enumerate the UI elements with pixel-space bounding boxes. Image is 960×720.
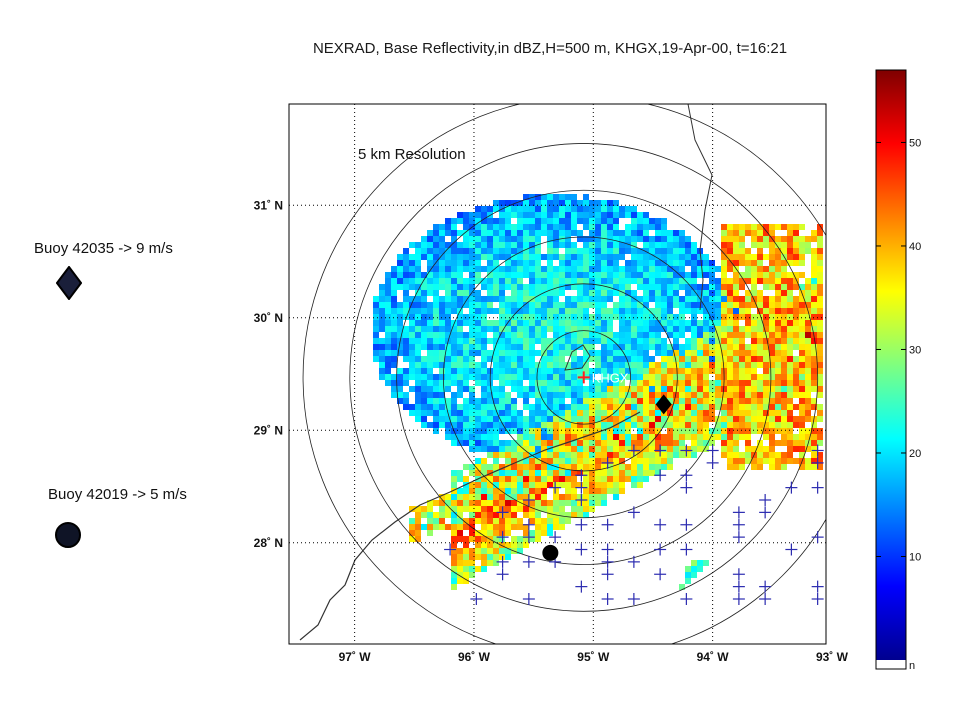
plus-marker: [785, 543, 798, 556]
plus-marker: [601, 568, 614, 581]
plus-marker: [575, 494, 588, 506]
plus-marker: [601, 555, 614, 568]
plus-marker: [654, 543, 667, 556]
plus-marker: [759, 506, 772, 519]
plus-marker: [496, 506, 509, 519]
plus-marker: [732, 568, 745, 581]
x-tick-label: 97˚ W: [339, 650, 372, 664]
plus-marker: [654, 469, 667, 482]
plus-marker: [575, 580, 588, 593]
colorbar-tick-label: 20: [909, 448, 921, 460]
colorbar-nodata-label: n: [909, 660, 915, 672]
plus-marker: [522, 555, 535, 568]
plus-marker: [706, 456, 719, 469]
range-ring: [536, 330, 631, 425]
plus-marker: [680, 543, 693, 556]
x-tick-label: 95˚ W: [577, 650, 610, 664]
x-tick-label: 96˚ W: [458, 650, 491, 664]
colorbar-tick-label: 10: [909, 551, 921, 563]
plus-marker: [627, 444, 640, 457]
plus-marker: [706, 444, 719, 457]
plus-marker: [680, 469, 693, 482]
plus-marker: [811, 456, 824, 469]
plus-marker: [680, 518, 693, 531]
y-tick-label: 29˚ N: [254, 423, 283, 437]
diamond-icon: [56, 266, 82, 300]
plus-marker: [654, 518, 667, 531]
y-tick-label: 31˚ N: [254, 198, 283, 212]
plus-marker: [654, 444, 667, 457]
state-border: [687, 104, 713, 311]
plus-marker: [601, 593, 614, 605]
plus-marker: [732, 580, 745, 593]
plus-marker: [811, 531, 824, 544]
plus-marker: [549, 531, 562, 544]
radar-site-label: KHGX: [592, 370, 629, 385]
plus-marker: [522, 518, 535, 531]
plus-marker: [732, 593, 745, 605]
plus-marker: [496, 531, 509, 544]
plus-marker: [654, 568, 667, 581]
x-tick-label: 93˚ W: [816, 650, 849, 664]
plus-marker: [575, 518, 588, 531]
plus-marker: [575, 469, 588, 482]
plus-marker: [759, 593, 772, 605]
coastline: [299, 411, 641, 641]
x-tick-label: 94˚ W: [697, 650, 730, 664]
chart-title: NEXRAD, Base Reflectivity,in dBZ,H=500 m…: [312, 40, 788, 57]
buoy-42035-label: Buoy 42035 -> 9 m/s: [34, 240, 173, 257]
plus-marker: [680, 481, 693, 494]
plus-marker: [601, 518, 614, 531]
colorbar: 10 20 30 40 50 n: [875, 69, 921, 672]
plus-marker: [811, 593, 824, 605]
plus-marker: [680, 593, 693, 605]
plus-marker: [811, 580, 824, 593]
plus-marker: [444, 543, 457, 556]
plus-marker: [627, 593, 640, 605]
plus-marker: [496, 555, 509, 568]
plus-marker: [811, 444, 824, 457]
plus-marker: [627, 555, 640, 568]
plus-marker: [575, 481, 588, 494]
plot-frame: [288, 103, 827, 645]
colorbar-tick-label: 40: [909, 241, 921, 253]
plus-marker: [522, 593, 535, 605]
buoy-42035-marker: [655, 394, 672, 415]
y-tick-label: 28˚ N: [254, 536, 283, 550]
plus-marker: [732, 531, 745, 544]
plus-marker: [522, 531, 535, 544]
plus-marker: [759, 494, 772, 506]
buoy-42019-marker: [542, 544, 559, 561]
colorbar-tick-label: 30: [909, 344, 921, 356]
buoy-42019-label: Buoy 42019 -> 5 m/s: [48, 486, 187, 503]
range-ring: [442, 236, 725, 519]
plus-marker: [732, 518, 745, 531]
range-ring: [302, 104, 826, 644]
range-ring: [396, 189, 772, 565]
plus-marker: [680, 444, 693, 457]
plus-marker: [549, 481, 562, 494]
colorbar-tick-label: 50: [909, 137, 921, 149]
plus-marker: [522, 494, 535, 506]
bay-outline: [564, 344, 591, 371]
plus-marker: [785, 481, 798, 494]
plus-marker: [496, 568, 509, 581]
plus-marker: [759, 580, 772, 593]
range-ring: [349, 143, 819, 612]
plus-marker: [575, 543, 588, 556]
plus-marker: [811, 481, 824, 494]
circle-icon: [55, 522, 81, 548]
resolution-label: 5 km Resolution: [358, 146, 466, 163]
plus-marker: [601, 456, 614, 469]
y-tick-label: 30˚ N: [254, 311, 283, 325]
plus-marker: [732, 506, 745, 519]
reflectivity-field: [373, 194, 823, 590]
plus-marker: [470, 593, 483, 605]
radar-site-marker: [577, 371, 590, 384]
plus-marker: [601, 543, 614, 556]
plus-marker: [627, 506, 640, 519]
range-ring: [489, 283, 678, 472]
